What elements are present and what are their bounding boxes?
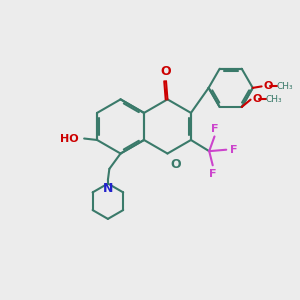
Text: HO: HO [60,134,79,143]
Text: F: F [209,169,217,179]
Text: O: O [161,65,171,78]
Text: O: O [253,94,262,104]
Text: CH₃: CH₃ [277,82,293,91]
Text: O: O [170,158,181,171]
Text: F: F [211,124,218,134]
Text: N: N [103,182,113,194]
Text: CH₃: CH₃ [266,94,283,103]
Text: O: O [264,81,273,92]
Text: F: F [230,145,237,155]
